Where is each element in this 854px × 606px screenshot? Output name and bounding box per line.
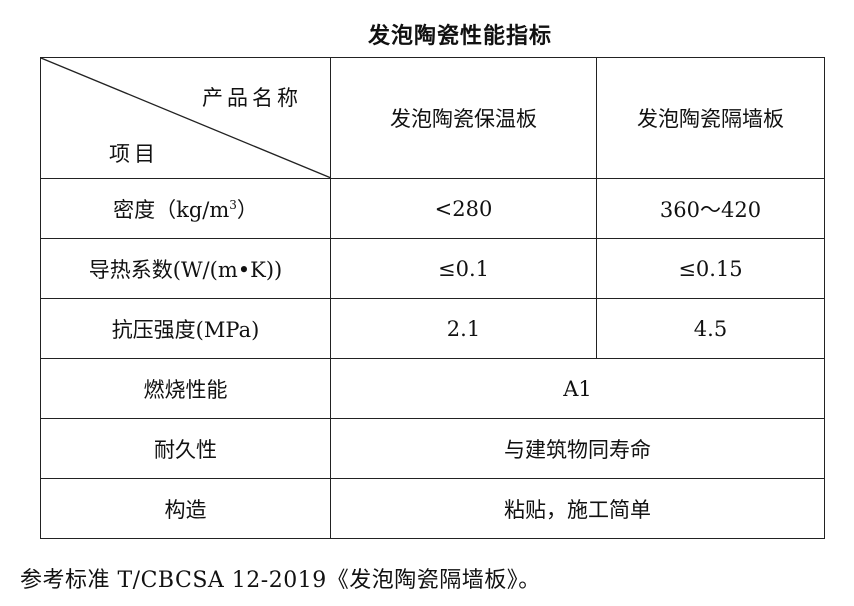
merged-cell: 与建筑物同寿命	[330, 418, 825, 479]
header-row: 产品名称 项目 发泡陶瓷保温板 发泡陶瓷隔墙板	[40, 57, 825, 179]
corner-cell: 产品名称 项目	[40, 57, 331, 179]
row-label: 燃烧性能	[40, 358, 331, 419]
cell: ≤0.15	[596, 238, 825, 299]
row-label: 密度（kg/m3）	[40, 178, 331, 239]
reference-note: 参考标准 T/CBCSA 12-2019《发泡陶瓷隔墙板》。	[20, 568, 541, 593]
row-label: 导热系数(W/(m•K))	[40, 238, 331, 299]
header-col1: 发泡陶瓷保温板	[330, 57, 597, 179]
row-label: 抗压强度(MPa)	[40, 298, 331, 359]
table-row: 构造 粘贴，施工简单	[40, 478, 825, 539]
cell: <280	[330, 178, 597, 239]
table-row: 导热系数(W/(m•K)) ≤0.1 ≤0.15	[40, 238, 825, 299]
cell: 360～420	[596, 178, 825, 239]
cell: ≤0.1	[330, 238, 597, 299]
merged-cell: A1	[330, 358, 825, 419]
table-row: 密度（kg/m3） <280 360～420	[40, 178, 825, 239]
table-row: 燃烧性能 A1	[40, 358, 825, 419]
merged-cell: 粘贴，施工简单	[330, 478, 825, 539]
table-row: 抗压强度(MPa) 2.1 4.5	[40, 298, 825, 359]
row-label: 耐久性	[40, 418, 331, 479]
table-title: 发泡陶瓷性能指标	[367, 23, 552, 49]
table-row: 耐久性 与建筑物同寿命	[40, 418, 825, 479]
cell: 4.5	[596, 298, 825, 359]
cell: 2.1	[330, 298, 597, 359]
corner-top-label: 产品名称	[202, 86, 302, 110]
row-label: 构造	[40, 478, 331, 539]
performance-table: 产品名称 项目 发泡陶瓷保温板 发泡陶瓷隔墙板 密度（kg/m3） <280 3…	[40, 57, 825, 539]
corner-bottom-label: 项目	[109, 142, 159, 166]
header-col2: 发泡陶瓷隔墙板	[596, 57, 825, 179]
diagonal-line	[41, 58, 331, 178]
